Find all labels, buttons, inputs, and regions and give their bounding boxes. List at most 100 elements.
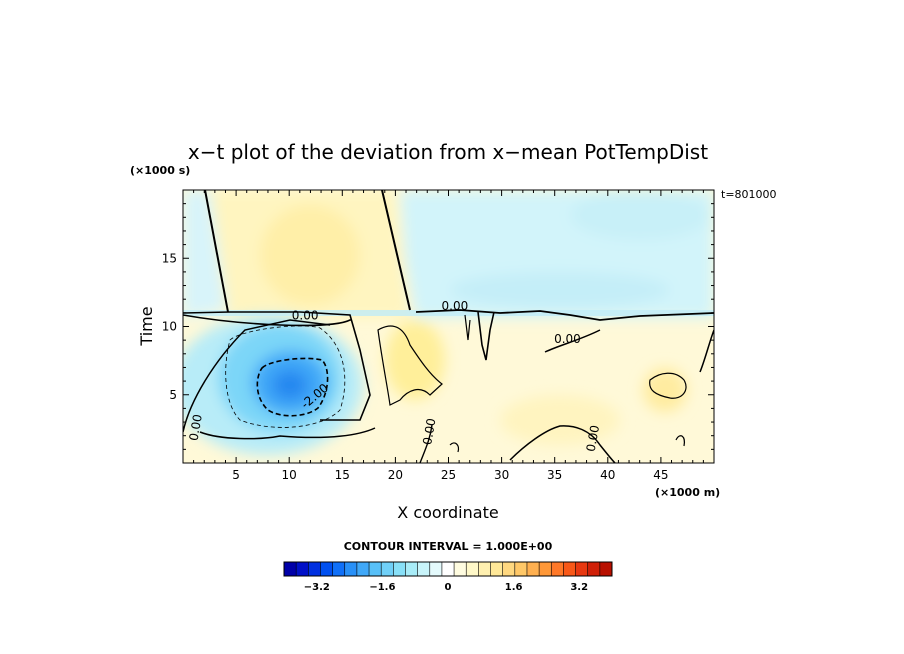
- contour-zero-bottom: [199, 427, 376, 440]
- front-strip: [183, 310, 714, 316]
- contour-label-text: 0.00: [187, 413, 205, 442]
- colorbar-swatch: [429, 562, 443, 576]
- y-tick-label: 10: [162, 320, 177, 334]
- x-tick-label: 10: [282, 468, 297, 482]
- colorbar-tick-label: −3.2: [304, 582, 330, 593]
- colorbar-swatch: [478, 562, 492, 576]
- y-axis-ticks: 5 10 15: [162, 203, 714, 450]
- x-tick-label: 35: [547, 468, 562, 482]
- x-tick-label: 45: [653, 468, 668, 482]
- warm-tongue: [385, 320, 445, 400]
- contour-zero-front-right: [415, 309, 714, 321]
- contour-zero-bottom-right: [509, 425, 616, 463]
- x-tick-label: 40: [600, 468, 615, 482]
- colorbar-tick-label: 0: [445, 582, 452, 593]
- colorbar-swatch: [308, 562, 321, 576]
- x-tick-label: 30: [494, 468, 509, 482]
- contour-label: 0.00: [584, 424, 602, 453]
- colorbar-swatch: [466, 562, 479, 576]
- colorbar-swatch: [405, 562, 419, 576]
- contour-warm-patch-right: [649, 372, 687, 399]
- contour-lines: [183, 190, 714, 463]
- upper-warm-core: [260, 205, 360, 305]
- colorbar-swatch: [587, 562, 601, 576]
- contour-label: 0.00: [187, 413, 205, 442]
- colorbar-swatch: [296, 562, 309, 576]
- contour-zero-center: [381, 190, 411, 311]
- contour-label-text: 0.00: [420, 417, 438, 446]
- contour-zero-cold-boundary: [183, 311, 371, 421]
- colorbar-swatch: [502, 562, 516, 576]
- colorbar-tick-label: 3.2: [570, 582, 588, 593]
- contour-minus-two: [256, 357, 329, 417]
- colorbar-swatch: [599, 562, 613, 576]
- timestamp-label: t=801000: [721, 188, 777, 201]
- colorbar-swatch: [356, 562, 370, 576]
- colorbar-swatch: [344, 562, 358, 576]
- x-tick-label: 20: [388, 468, 403, 482]
- x-axis-ticks: 5 10 15 20 25 30 35 40 45: [193, 190, 704, 482]
- contour-bottom-mid: [419, 424, 433, 463]
- colorbar-tick-label: −1.6: [369, 582, 395, 593]
- upper-left-cool-region: [183, 190, 228, 318]
- colorbar-swatch: [551, 562, 564, 576]
- y-unit-label: (×1000 s): [130, 164, 190, 177]
- contour-zero-left: [204, 190, 229, 313]
- upper-right-cool-patch: [570, 190, 710, 240]
- contour-interval-text: CONTOUR INTERVAL = 1.000E+00: [344, 540, 553, 553]
- contour-label: 0.00: [292, 309, 319, 323]
- colorbar-swatch: [526, 562, 540, 576]
- x-tick-label: 15: [335, 468, 350, 482]
- contour-label: 0.00: [554, 332, 581, 346]
- x-axis-label: X coordinate: [397, 503, 498, 522]
- contour-label-text: 0.00: [442, 299, 469, 313]
- colorbar-swatch: [490, 562, 504, 576]
- cold-pool-center: [272, 370, 308, 400]
- colorbar: [283, 561, 613, 577]
- x-tick-label: 5: [232, 468, 240, 482]
- field-area: 0.000.000.000.00 0.00 0.00-2.00: [183, 190, 714, 463]
- colorbar-swatch: [284, 562, 297, 576]
- contour-warm-tongue: [377, 325, 443, 406]
- colorbar-frame: [283, 561, 613, 577]
- colorbar-tick-label: 1.6: [505, 582, 523, 593]
- colorbar-swatch: [381, 562, 394, 576]
- warm-patch-lower: [500, 395, 620, 445]
- contour-label: 0.00: [420, 417, 438, 446]
- colorbar-swatch: [393, 562, 406, 576]
- contour-right-edge: [699, 329, 714, 373]
- colorbar-swatch: [539, 562, 552, 576]
- colorbar-swatch: [320, 562, 334, 576]
- colorbar-swatch: [417, 562, 431, 576]
- colorbar-swatch: [514, 562, 528, 576]
- colorbar-swatch: [441, 562, 455, 576]
- y-axis-label: Time: [137, 306, 156, 346]
- contour-zero-right-upper: [544, 329, 601, 353]
- warm-patch-right: [643, 368, 687, 412]
- y-tick-label: 5: [169, 388, 177, 402]
- x-unit-label: (×1000 m): [655, 486, 720, 499]
- colorbar-swatch: [332, 562, 346, 576]
- colorbar-swatch: [563, 562, 577, 576]
- field-blobs: [183, 190, 714, 455]
- colorbar-tick-labels: −3.2 −1.6 0 1.6 3.2: [304, 582, 588, 593]
- contour-zero-upper: [183, 314, 352, 327]
- contour-label-text: 0.00: [554, 332, 581, 346]
- mid-cool-band: [450, 272, 670, 308]
- contour-label-text: 0.00: [292, 309, 319, 323]
- contour-spike-1: [477, 311, 495, 361]
- contour-small-2: [675, 435, 685, 447]
- y-tick-label: 15: [162, 251, 177, 265]
- x-tick-label: 25: [441, 468, 456, 482]
- contour-small-1: [449, 442, 460, 453]
- chart-title: x−t plot of the deviation from x−mean Po…: [188, 140, 708, 164]
- contour-label-text: 0.00: [584, 424, 602, 453]
- contour-spike-2: [464, 314, 471, 341]
- contour-minus-one: [225, 325, 346, 428]
- colorbar-swatch: [369, 562, 382, 576]
- colorbar-swatch: [575, 562, 589, 576]
- contour-zero-outer: [183, 319, 331, 433]
- colorbar-swatch: [454, 562, 467, 576]
- contour-label: 0.00: [442, 299, 469, 313]
